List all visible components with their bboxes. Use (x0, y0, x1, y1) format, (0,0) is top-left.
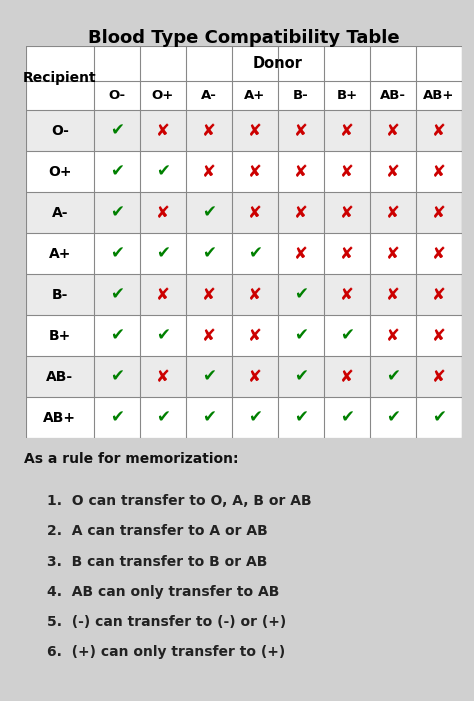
Text: B-: B- (293, 89, 309, 102)
Text: ✔: ✔ (110, 409, 124, 427)
Text: A+: A+ (244, 89, 265, 102)
Text: ✔: ✔ (202, 245, 216, 263)
Text: ✔: ✔ (294, 367, 308, 386)
Text: ✘: ✘ (386, 163, 400, 181)
Text: A+: A+ (49, 247, 71, 261)
Text: AB+: AB+ (43, 411, 76, 425)
Bar (26, 315, 462, 356)
Text: Blood Type Compatibility Table: Blood Type Compatibility Table (88, 29, 400, 48)
Text: B+: B+ (49, 329, 71, 343)
Text: ✘: ✘ (294, 245, 308, 263)
Text: AB-: AB- (46, 369, 73, 383)
Text: O-: O- (51, 124, 69, 138)
Bar (26, 274, 462, 315)
Text: ✘: ✘ (248, 122, 262, 139)
Text: ✘: ✘ (248, 367, 262, 386)
Text: ✔: ✔ (110, 122, 124, 139)
Text: ✘: ✘ (432, 122, 446, 139)
Text: Donor: Donor (253, 56, 303, 71)
Text: ✔: ✔ (294, 327, 308, 345)
Bar (26, 397, 462, 438)
Bar (26, 233, 462, 274)
Text: ✔: ✔ (156, 163, 170, 181)
Text: ✘: ✘ (156, 122, 170, 139)
Text: ✘: ✘ (340, 122, 354, 139)
Text: ✘: ✘ (202, 163, 216, 181)
Text: ✔: ✔ (340, 327, 354, 345)
Text: ✘: ✘ (340, 367, 354, 386)
Text: ✘: ✘ (248, 327, 262, 345)
Bar (26, 151, 462, 192)
Text: ✘: ✘ (386, 327, 400, 345)
Text: ✘: ✘ (432, 245, 446, 263)
Text: ✘: ✘ (202, 327, 216, 345)
Text: ✔: ✔ (156, 327, 170, 345)
Bar (26, 110, 462, 151)
Text: ✔: ✔ (294, 409, 308, 427)
Text: ✔: ✔ (110, 204, 124, 222)
Text: ✘: ✘ (386, 122, 400, 139)
Text: 6.  (+) can only transfer to (+): 6. (+) can only transfer to (+) (47, 645, 286, 659)
Text: ✔: ✔ (110, 327, 124, 345)
Bar (26, 192, 462, 233)
Text: ✘: ✘ (432, 327, 446, 345)
Text: ✔: ✔ (294, 286, 308, 304)
Text: ✘: ✘ (202, 122, 216, 139)
Text: ✘: ✘ (340, 204, 354, 222)
Text: ✔: ✔ (156, 245, 170, 263)
Text: ✔: ✔ (248, 245, 262, 263)
Text: ✔: ✔ (110, 245, 124, 263)
Text: B-: B- (52, 287, 68, 301)
Text: O+: O+ (152, 89, 174, 102)
Text: ✔: ✔ (110, 367, 124, 386)
Text: 4.  AB can only transfer to AB: 4. AB can only transfer to AB (47, 585, 280, 599)
Text: ✘: ✘ (432, 163, 446, 181)
Text: ✘: ✘ (386, 286, 400, 304)
Text: ✔: ✔ (432, 409, 446, 427)
Text: O+: O+ (48, 165, 72, 179)
Text: B+: B+ (337, 89, 357, 102)
Text: ✘: ✘ (386, 245, 400, 263)
Text: ✘: ✘ (340, 163, 354, 181)
Text: 1.  O can transfer to O, A, B or AB: 1. O can transfer to O, A, B or AB (47, 494, 312, 508)
Bar (26, 46, 462, 110)
Text: ✘: ✘ (156, 204, 170, 222)
Text: ✔: ✔ (340, 409, 354, 427)
Text: ✘: ✘ (156, 286, 170, 304)
Text: AB-: AB- (380, 89, 406, 102)
Text: ✔: ✔ (156, 409, 170, 427)
Text: ✘: ✘ (432, 286, 446, 304)
Text: ✘: ✘ (248, 204, 262, 222)
Text: ✘: ✘ (432, 204, 446, 222)
Text: ✔: ✔ (248, 409, 262, 427)
Text: Recipient: Recipient (23, 71, 97, 85)
Text: ✘: ✘ (386, 204, 400, 222)
Text: ✔: ✔ (110, 163, 124, 181)
Text: ✘: ✘ (248, 286, 262, 304)
Text: ✘: ✘ (294, 122, 308, 139)
Text: ✘: ✘ (432, 367, 446, 386)
Text: ✔: ✔ (110, 286, 124, 304)
Text: 5.  (-) can transfer to (-) or (+): 5. (-) can transfer to (-) or (+) (47, 615, 287, 629)
Text: A-: A- (52, 206, 68, 220)
Text: ✘: ✘ (294, 163, 308, 181)
Text: ✘: ✘ (202, 286, 216, 304)
Text: ✘: ✘ (156, 367, 170, 386)
Text: ✘: ✘ (340, 286, 354, 304)
Text: As a rule for memorization:: As a rule for memorization: (24, 452, 238, 466)
Text: ✔: ✔ (202, 409, 216, 427)
Text: ✔: ✔ (202, 367, 216, 386)
Text: 3.  B can transfer to B or AB: 3. B can transfer to B or AB (47, 554, 268, 569)
Text: ✘: ✘ (340, 245, 354, 263)
Text: A-: A- (201, 89, 217, 102)
Text: AB+: AB+ (423, 89, 455, 102)
Text: ✘: ✘ (294, 204, 308, 222)
Text: ✘: ✘ (248, 163, 262, 181)
Text: 2.  A can transfer to A or AB: 2. A can transfer to A or AB (47, 524, 268, 538)
Text: ✔: ✔ (386, 409, 400, 427)
Text: ✔: ✔ (202, 204, 216, 222)
Text: ✔: ✔ (386, 367, 400, 386)
Bar (26, 356, 462, 397)
Text: O-: O- (108, 89, 125, 102)
